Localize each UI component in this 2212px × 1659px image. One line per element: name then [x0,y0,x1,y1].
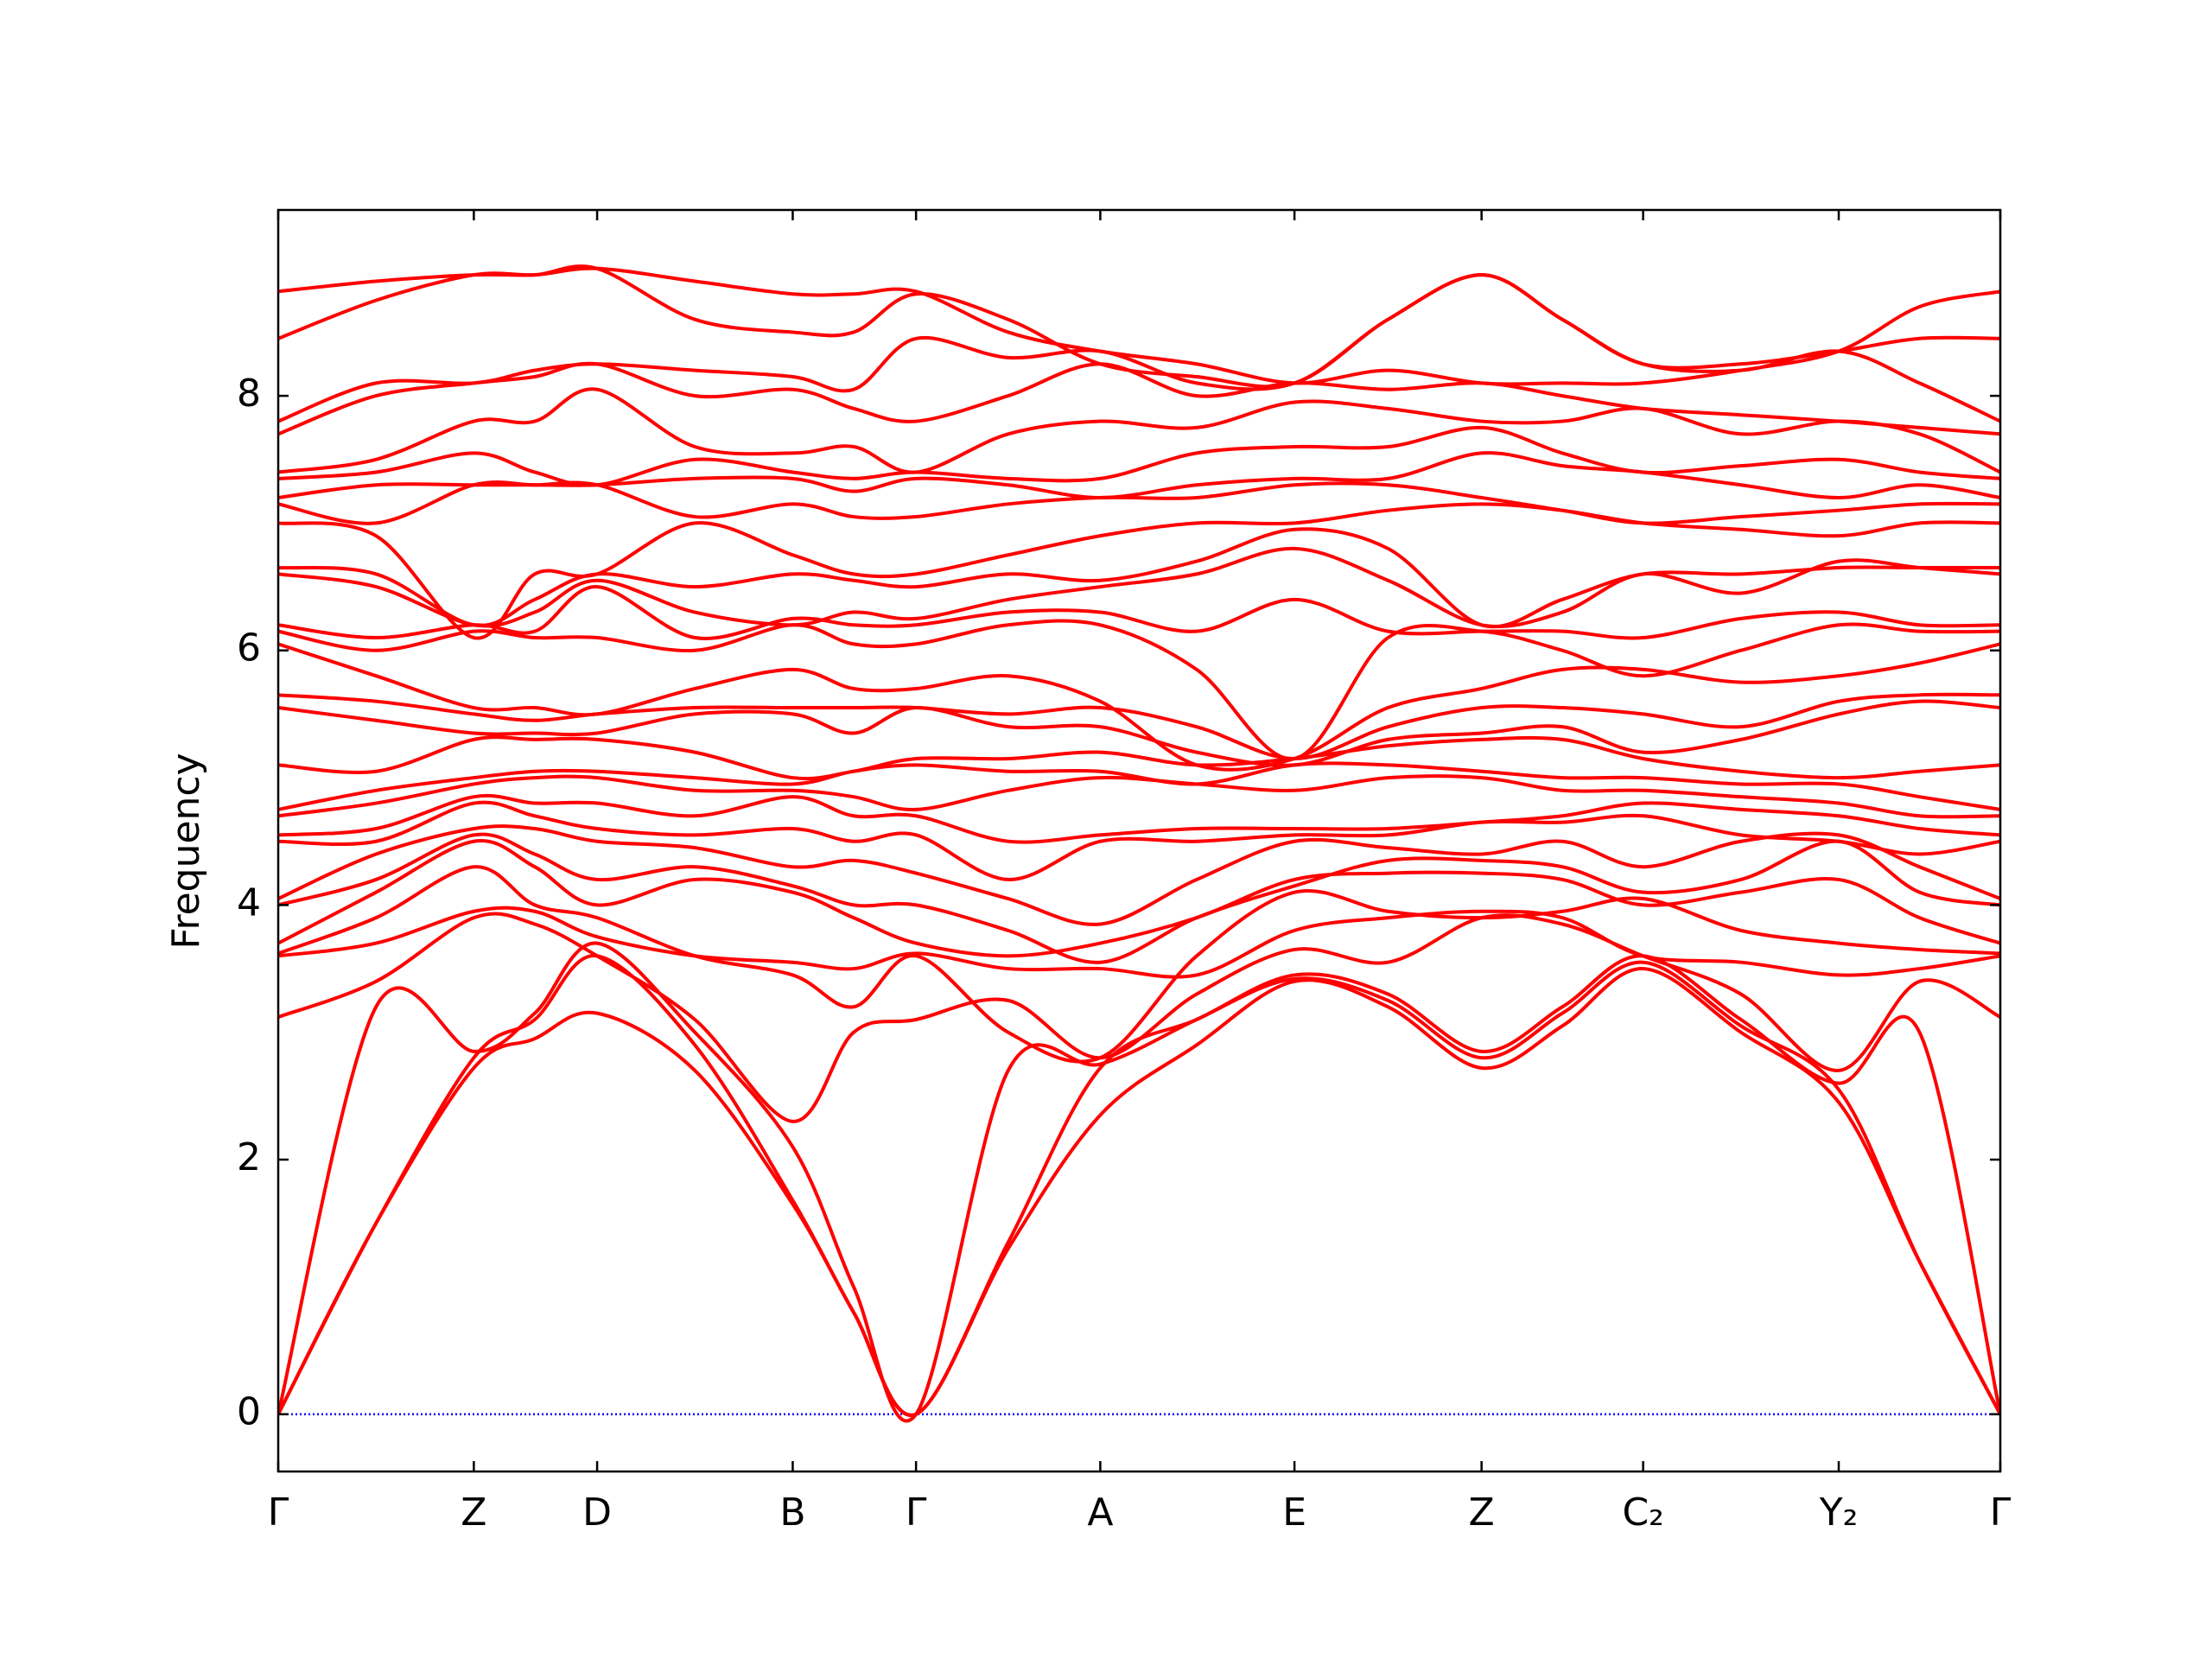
band-line [278,527,2000,629]
band-line [278,266,2000,386]
band-line [278,824,2000,926]
band-line [278,967,2000,1417]
band-line [278,273,2000,423]
y-tick-label: 8 [237,372,261,416]
band-line [278,774,2000,819]
x-tick-label: Γ [906,1491,927,1535]
band-line [278,800,2000,881]
band-line [278,793,2000,844]
band-line [278,387,2000,474]
x-tick-label: Γ [1990,1491,2012,1535]
y-tick-label: 0 [237,1390,261,1434]
band-line [278,546,2000,629]
band-line [278,761,2000,811]
x-tick-label: E [1282,1491,1306,1535]
band-line [278,865,2000,1064]
y-tick-label: 2 [237,1135,261,1179]
x-tick-label: Z [1469,1491,1495,1535]
y-tick-label: 6 [237,626,261,671]
band-line [278,735,2000,781]
y-axis-label: Frequency [164,753,208,949]
band-line [278,585,2000,640]
band-line [278,619,2000,760]
x-tick-label: Z [461,1491,486,1535]
x-tick-label: A [1087,1491,1113,1535]
band-line [278,502,2000,640]
band-line [278,264,2000,389]
band-line [278,451,2000,499]
x-tick-label: Y₂ [1819,1491,1859,1535]
x-tick-label: Γ [268,1491,289,1535]
band-line [278,699,2000,767]
band-line [278,906,2000,979]
band-line [278,425,2000,487]
x-tick-label: B [779,1491,805,1535]
band-line [278,642,2000,772]
x-tick-label: D [582,1491,612,1535]
y-tick-label: 4 [237,880,261,925]
band-line [278,839,2000,958]
x-tick-label: C₂ [1622,1491,1663,1535]
plot-frame [276,208,2002,1473]
band-line [278,480,2000,525]
band-line [278,954,2000,1418]
band-line [278,832,2000,964]
band-line [278,941,2000,1423]
